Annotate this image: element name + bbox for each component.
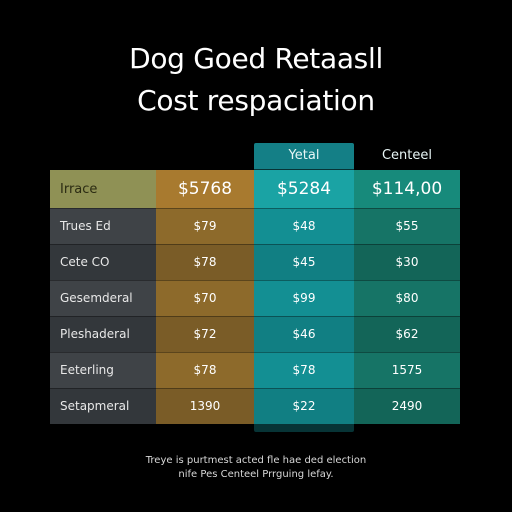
footnote-line-1: Treye is purtmest acted fle hae ded elec… (145, 455, 367, 466)
value-cell: $78 (156, 244, 254, 280)
header-value-cell: $5768 (156, 170, 254, 208)
value-cell: $80 (354, 280, 460, 316)
value-cell: $70 (156, 280, 254, 316)
value-cell: $62 (354, 316, 460, 352)
value-cell: $79 (156, 208, 254, 244)
header-label-cell: Irrace (50, 170, 156, 208)
row-divider (50, 208, 460, 209)
column-header-yetal: Yetal (254, 143, 354, 169)
row-divider (50, 316, 460, 317)
value-cell: $48 (254, 208, 354, 244)
value-cell: $99 (254, 280, 354, 316)
header-value-cell: $5284 (254, 170, 354, 208)
table-row: Eeterling $78 $78 1575 (50, 352, 460, 388)
row-label-cell: Eeterling (50, 352, 156, 388)
column-header-centeel: Centeel (381, 148, 433, 163)
row-label-cell: Trues Ed (50, 208, 156, 244)
row-divider (50, 280, 460, 281)
table-row: Trues Ed $79 $48 $55 (50, 208, 460, 244)
header-value-cell: $114,00 (354, 170, 460, 208)
row-divider (50, 388, 460, 389)
table-row: Setapmeral 1390 $22 2490 (50, 388, 460, 424)
table-row: Gesemderal $70 $99 $80 (50, 280, 460, 316)
value-cell: $45 (254, 244, 354, 280)
page-subtitle: Cost respaciation (137, 84, 375, 117)
table-row: Pleshaderal $72 $46 $62 (50, 316, 460, 352)
row-label-cell: Setapmeral (50, 388, 156, 424)
cost-table: Irrace $5768 $5284 $114,00 Trues Ed $79 … (50, 170, 460, 424)
row-label-cell: Pleshaderal (50, 316, 156, 352)
value-cell: $78 (254, 352, 354, 388)
value-cell: 1575 (354, 352, 460, 388)
table-row: Cete CO $78 $45 $30 (50, 244, 460, 280)
page-title: Dog Goed Retaasll (129, 42, 383, 75)
value-cell: $30 (354, 244, 460, 280)
table-header-row: Irrace $5768 $5284 $114,00 (50, 170, 460, 208)
row-label-cell: Cete CO (50, 244, 156, 280)
value-cell: 1390 (156, 388, 254, 424)
value-cell: $46 (254, 316, 354, 352)
value-cell: $78 (156, 352, 254, 388)
row-label-cell: Gesemderal (50, 280, 156, 316)
value-cell: $72 (156, 316, 254, 352)
value-cell: 2490 (354, 388, 460, 424)
row-divider (50, 352, 460, 353)
value-cell: $55 (354, 208, 460, 244)
row-divider (50, 244, 460, 245)
value-cell: $22 (254, 388, 354, 424)
footnote-line-2: nife Pes Centeel Prrguing lefay. (178, 469, 334, 480)
